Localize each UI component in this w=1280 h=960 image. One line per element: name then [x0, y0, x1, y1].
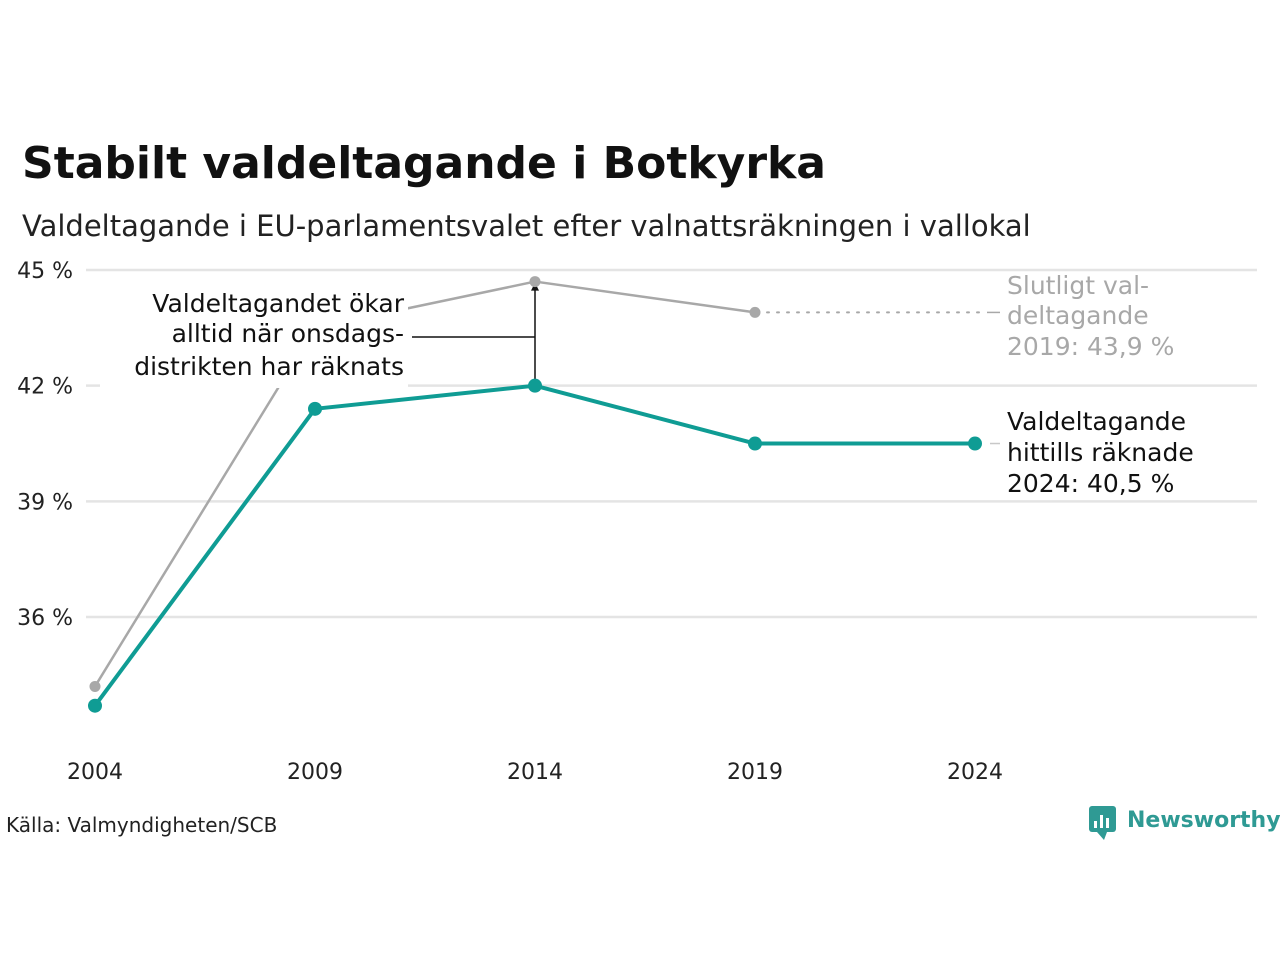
x-tick-label: 2019: [727, 760, 783, 785]
x-axis-ticks: 2004 2009 2014 2019 2024: [67, 760, 1003, 785]
final-series-label: Slutligt val- deltagande 2019: 43,9 %: [1007, 271, 1174, 361]
final-series-label-line: 2019: 43,9 %: [1007, 332, 1174, 361]
series-line-counted: [93, 383, 977, 708]
y-tick-label: 45 %: [17, 259, 73, 284]
counted-series-label-line: 2024: 40,5 %: [1007, 469, 1174, 498]
newsworthy-logo-icon: [1089, 806, 1116, 840]
series-counted: [88, 378, 982, 713]
annotation-note: Valdeltagandet ökar alltid när onsdags- …: [134, 289, 404, 381]
counted-series-label: Valdeltagande hittills räknade 2024: 40,…: [1007, 407, 1194, 498]
data-point-counted: [88, 698, 102, 713]
y-tick-label: 42 %: [17, 375, 73, 400]
y-tick-label: 39 %: [17, 490, 73, 515]
series-line-final: [93, 280, 757, 688]
chart-subtitle: Valdeltagande i EU-parlamentsvalet efter…: [22, 209, 1031, 243]
final-series-label-line: Slutligt val-: [1007, 271, 1149, 300]
final-series-label-line: deltagande: [1007, 301, 1149, 330]
counted-series-label-line: Valdeltagande: [1007, 407, 1186, 436]
data-point-counted: [968, 436, 982, 451]
y-tick-label: 36 %: [17, 606, 73, 631]
annotation-note-background: [100, 288, 408, 388]
data-point-counted: [748, 436, 762, 451]
x-tick-label: 2024: [947, 760, 1003, 785]
x-tick-label: 2004: [67, 760, 123, 785]
data-point-final: [89, 680, 101, 692]
brand-name: Newsworthy: [1127, 808, 1280, 833]
source-label: Källa: Valmyndigheten/SCB: [6, 813, 277, 837]
data-point-counted: [308, 401, 322, 416]
data-point-final: [529, 276, 541, 288]
data-point-final: [749, 306, 761, 318]
x-tick-label: 2009: [287, 760, 343, 785]
chart-title: Stabilt valdeltagande i Botkyrka: [22, 138, 826, 189]
annotation-note-line: distrikten har räknats: [134, 352, 404, 381]
counted-series-label-line: hittills räknade: [1007, 438, 1194, 467]
y-axis-ticks: 36 % 39 % 42 % 45 %: [17, 259, 73, 631]
annotation-note-line: alltid när onsdags-: [172, 319, 404, 348]
x-tick-label: 2014: [507, 760, 563, 785]
data-point-counted: [528, 378, 542, 393]
brand-logo: Newsworthy: [1089, 806, 1280, 840]
annotation-note-line: Valdeltagandet ökar: [152, 289, 404, 318]
